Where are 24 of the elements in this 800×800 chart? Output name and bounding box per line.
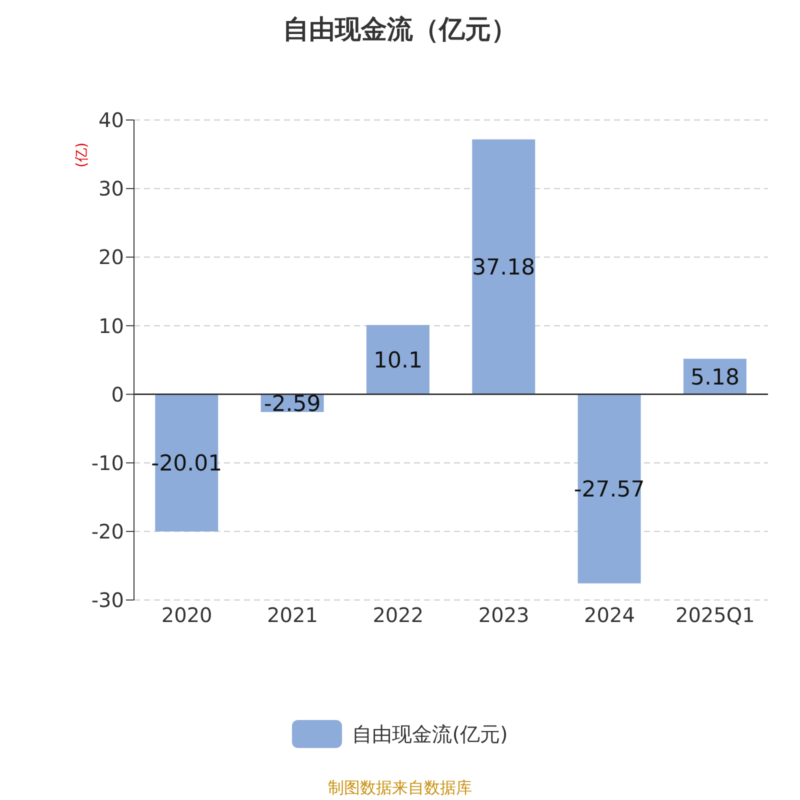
x-tick-label: 2025Q1 [675,603,755,628]
y-axis-title: (亿) [74,142,90,168]
y-tick-label: 20 [98,245,124,270]
data-label: 5.18 [690,365,740,390]
x-tick-label: 2020 [161,603,212,628]
data-label: 10.1 [373,348,422,374]
y-tick-label: -10 [91,450,124,475]
data-label: 37.18 [472,256,536,281]
bar [472,139,536,394]
y-tick-label: -20 [91,520,124,544]
data-label: -2.59 [264,392,321,417]
y-tick-label: 10 [98,314,124,338]
x-tick-label: 2021 [267,603,318,628]
x-tick-label: 2023 [478,603,530,628]
y-tick-label: 0 [111,382,124,406]
legend-label: 自由现金流(亿元) [352,720,508,748]
y-tick-label: -30 [91,588,124,612]
bar [366,325,430,394]
y-tick-label: 30 [98,176,124,201]
chart-title: 自由现金流（亿元） [282,14,518,47]
x-tick-label: 2024 [584,603,635,628]
x-tick-label: 2022 [372,603,424,628]
y-tick-label: 40 [98,108,124,132]
text: 制图数据来自数据库 [327,778,473,799]
